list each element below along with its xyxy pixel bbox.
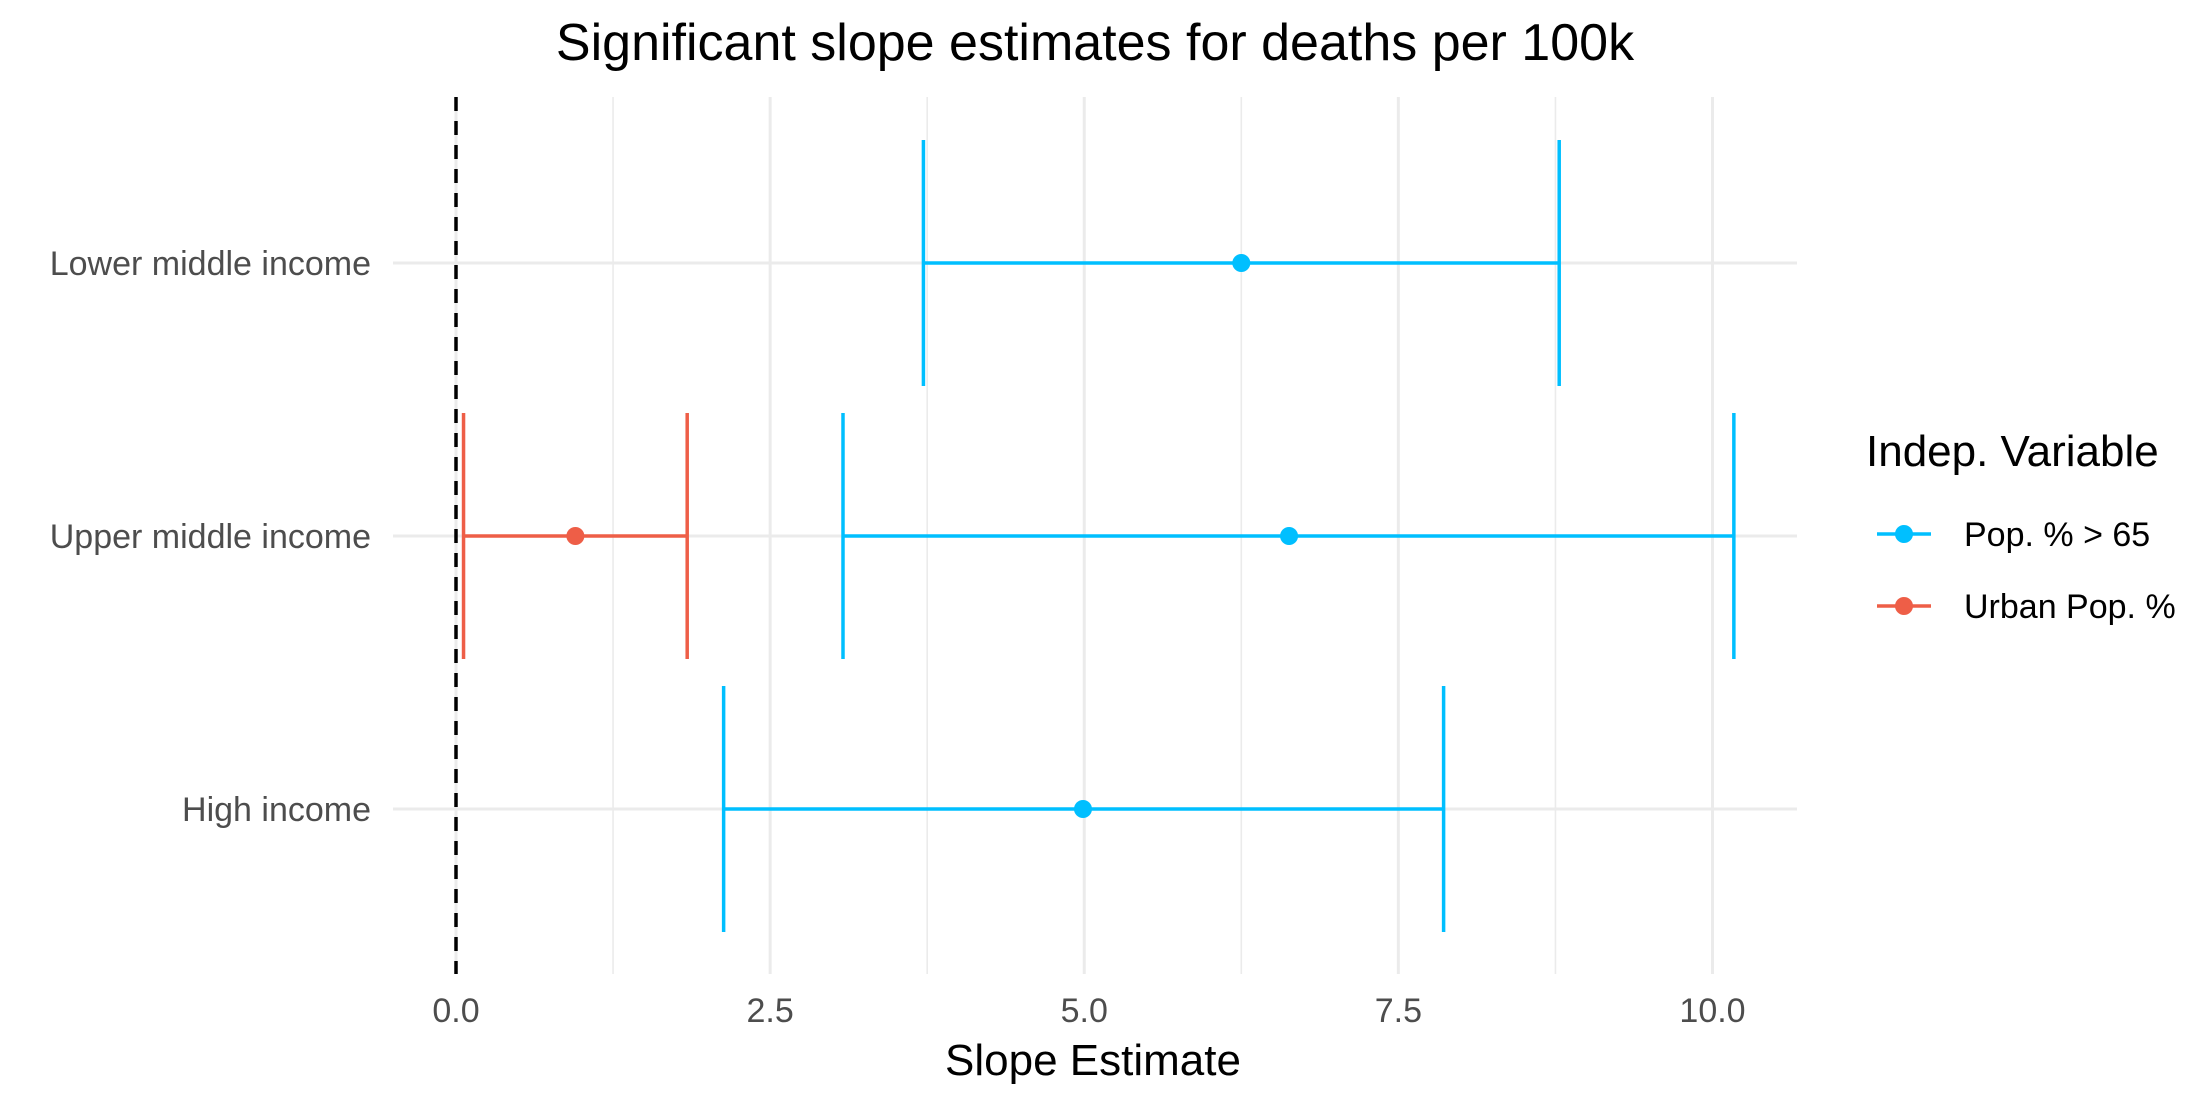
y-tick-label-0: Lower middle income — [50, 245, 371, 283]
x-tick-label-3: 7.5 — [1375, 992, 1422, 1030]
estimate-point-0-0 — [1232, 254, 1251, 272]
series-layer — [461, 140, 1736, 932]
estimate-point-1-0 — [566, 527, 585, 545]
series-0 — [721, 140, 1736, 932]
legend-key-point-0 — [1895, 525, 1913, 543]
legend-title: Indep. Variable — [1866, 427, 2159, 476]
x-tick-label-1: 2.5 — [746, 992, 793, 1030]
x-tick-label-0: 0.0 — [432, 992, 479, 1030]
legend-label-1: Urban Pop. % — [1964, 588, 2176, 626]
x-axis: 0.0 2.5 5.0 7.5 10.0 — [432, 992, 1745, 1030]
y-axis: Lower middle income Upper middle income Hi… — [50, 245, 371, 829]
estimate-point-0-2 — [1073, 800, 1092, 818]
x-tick-label-2: 5.0 — [1061, 992, 1108, 1030]
legend-item-0: Pop. % > 65 — [1877, 516, 2150, 554]
legend: Indep. Variable Pop. % > 65 Urban Pop. % — [1866, 427, 2176, 626]
series-1 — [461, 413, 689, 659]
legend-label-0: Pop. % > 65 — [1964, 516, 2150, 554]
y-tick-label-1: Upper middle income — [50, 518, 371, 556]
y-tick-label-2: High income — [182, 791, 371, 829]
estimate-point-0-1 — [1280, 527, 1299, 545]
x-axis-title: Slope Estimate — [945, 1036, 1241, 1085]
legend-item-1: Urban Pop. % — [1877, 588, 2176, 626]
chart-title: Significant slope estimates for deaths p… — [556, 14, 1635, 72]
x-tick-label-4: 10.0 — [1679, 992, 1745, 1030]
legend-key-point-1 — [1895, 597, 1913, 615]
